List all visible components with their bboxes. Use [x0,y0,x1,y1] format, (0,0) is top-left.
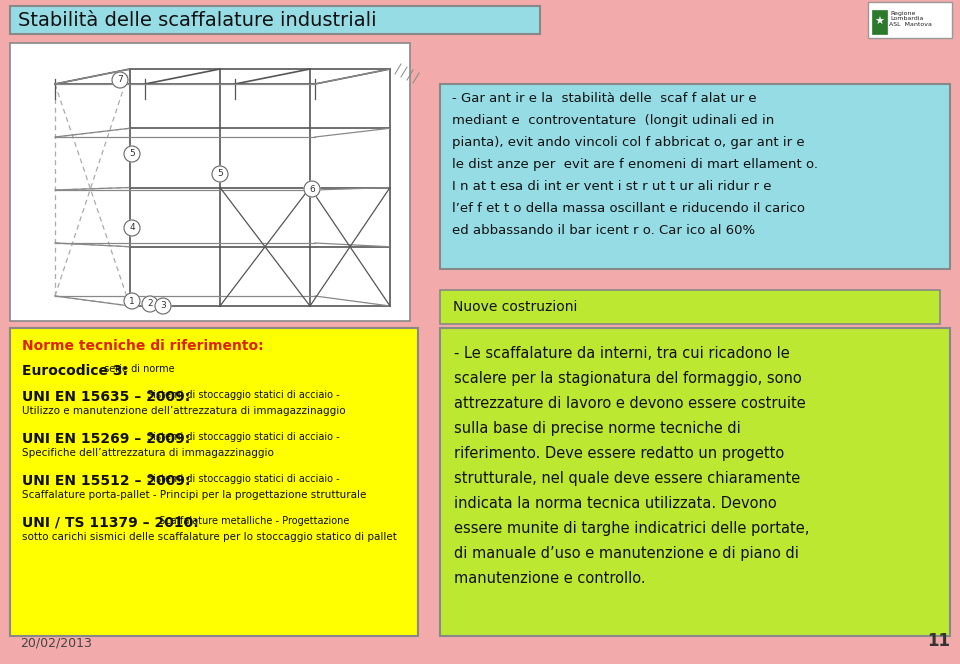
FancyBboxPatch shape [10,328,418,636]
Text: Sistemi di stoccaggio statici di acciaio -: Sistemi di stoccaggio statici di acciaio… [144,474,340,484]
Text: 20/02/2013: 20/02/2013 [20,637,92,650]
FancyBboxPatch shape [10,6,540,34]
Text: 2: 2 [147,299,153,309]
Text: Norme tecniche di riferimento:: Norme tecniche di riferimento: [22,339,264,353]
Text: serie di norme: serie di norme [102,364,175,374]
FancyBboxPatch shape [10,43,410,321]
Text: mediant e  controventature  (longit udinali ed in: mediant e controventature (longit udinal… [452,114,775,127]
Text: I n at t esa di int er vent i st r ut t ur ali ridur r e: I n at t esa di int er vent i st r ut t … [452,180,772,193]
Text: Sistemi di stoccaggio statici di acciaio -: Sistemi di stoccaggio statici di acciaio… [144,432,340,442]
Text: 11: 11 [927,632,950,650]
Text: 5: 5 [130,149,134,159]
Text: UNI EN 15635 – 2009:: UNI EN 15635 – 2009: [22,390,190,404]
Text: Lombardia: Lombardia [890,17,924,21]
Text: 7: 7 [117,76,123,84]
Circle shape [304,181,320,197]
Text: Eurocodice 3:: Eurocodice 3: [22,364,128,378]
Circle shape [124,146,140,162]
Text: 6: 6 [309,185,315,193]
Text: attrezzature di lavoro e devono essere costruite: attrezzature di lavoro e devono essere c… [454,396,805,411]
Text: sulla base di precise norme tecniche di: sulla base di precise norme tecniche di [454,421,741,436]
Text: 4: 4 [130,224,134,232]
Text: 1: 1 [130,297,134,305]
FancyBboxPatch shape [872,10,887,34]
Circle shape [142,296,158,312]
Text: ASL  Mantova: ASL Mantova [889,23,932,27]
Text: pianta), evit ando vincoli col f abbricat o, gar ant ir e: pianta), evit ando vincoli col f abbrica… [452,136,804,149]
Text: scalere per la stagionatura del formaggio, sono: scalere per la stagionatura del formaggi… [454,371,802,386]
Text: Stabilità delle scaffalature industriali: Stabilità delle scaffalature industriali [18,11,376,29]
Text: Nuove costruzioni: Nuove costruzioni [453,300,577,314]
Text: strutturale, nel quale deve essere chiaramente: strutturale, nel quale deve essere chiar… [454,471,801,486]
Text: le dist anze per  evit are f enomeni di mart ellament o.: le dist anze per evit are f enomeni di m… [452,158,818,171]
FancyBboxPatch shape [440,290,940,324]
Text: 3: 3 [160,301,166,311]
Text: ★: ★ [874,17,884,27]
FancyBboxPatch shape [868,2,952,38]
Circle shape [155,298,171,314]
Text: Sistemi di stoccaggio statici di acciaio -: Sistemi di stoccaggio statici di acciaio… [144,390,340,400]
Text: di manuale d’uso e manutenzione e di piano di: di manuale d’uso e manutenzione e di pia… [454,546,799,561]
Text: Scaffalature porta-pallet - Principi per la progettazione strutturale: Scaffalature porta-pallet - Principi per… [22,490,367,500]
FancyBboxPatch shape [440,328,950,636]
Circle shape [112,72,128,88]
Text: Utilizzo e manutenzione dell’attrezzatura di immagazzinaggio: Utilizzo e manutenzione dell’attrezzatur… [22,406,346,416]
Text: - Le scaffalature da interni, tra cui ricadono le: - Le scaffalature da interni, tra cui ri… [454,346,790,361]
Text: Scaffalature metalliche - Progettazione: Scaffalature metalliche - Progettazione [156,516,349,526]
Circle shape [124,220,140,236]
Circle shape [212,166,228,182]
FancyBboxPatch shape [440,84,950,269]
Text: l’ef f et t o della massa oscillant e riducendo il carico: l’ef f et t o della massa oscillant e ri… [452,202,805,215]
Text: riferimento. Deve essere redatto un progetto: riferimento. Deve essere redatto un prog… [454,446,784,461]
Circle shape [124,293,140,309]
Text: indicata la norma tecnica utilizzata. Devono: indicata la norma tecnica utilizzata. De… [454,496,777,511]
Text: UNI / TS 11379 – 2010:: UNI / TS 11379 – 2010: [22,516,199,530]
Text: ed abbassando il bar icent r o. Car ico al 60%: ed abbassando il bar icent r o. Car ico … [452,224,756,237]
Text: Specifiche dell’attrezzatura di immagazzinaggio: Specifiche dell’attrezzatura di immagazz… [22,448,274,458]
Text: manutenzione e controllo.: manutenzione e controllo. [454,571,646,586]
Text: 5: 5 [217,169,223,179]
Text: UNI EN 15269 – 2009:: UNI EN 15269 – 2009: [22,432,190,446]
Text: UNI EN 15512 – 2009:: UNI EN 15512 – 2009: [22,474,190,488]
Text: essere munite di targhe indicatrici delle portate,: essere munite di targhe indicatrici dell… [454,521,809,536]
Text: sotto carichi sismici delle scaffalature per lo stoccaggio statico di pallet: sotto carichi sismici delle scaffalature… [22,532,396,542]
Text: - Gar ant ir e la  stabilità delle  scaf f alat ur e: - Gar ant ir e la stabilità delle scaf f… [452,92,756,105]
Text: Regione: Regione [890,11,916,15]
